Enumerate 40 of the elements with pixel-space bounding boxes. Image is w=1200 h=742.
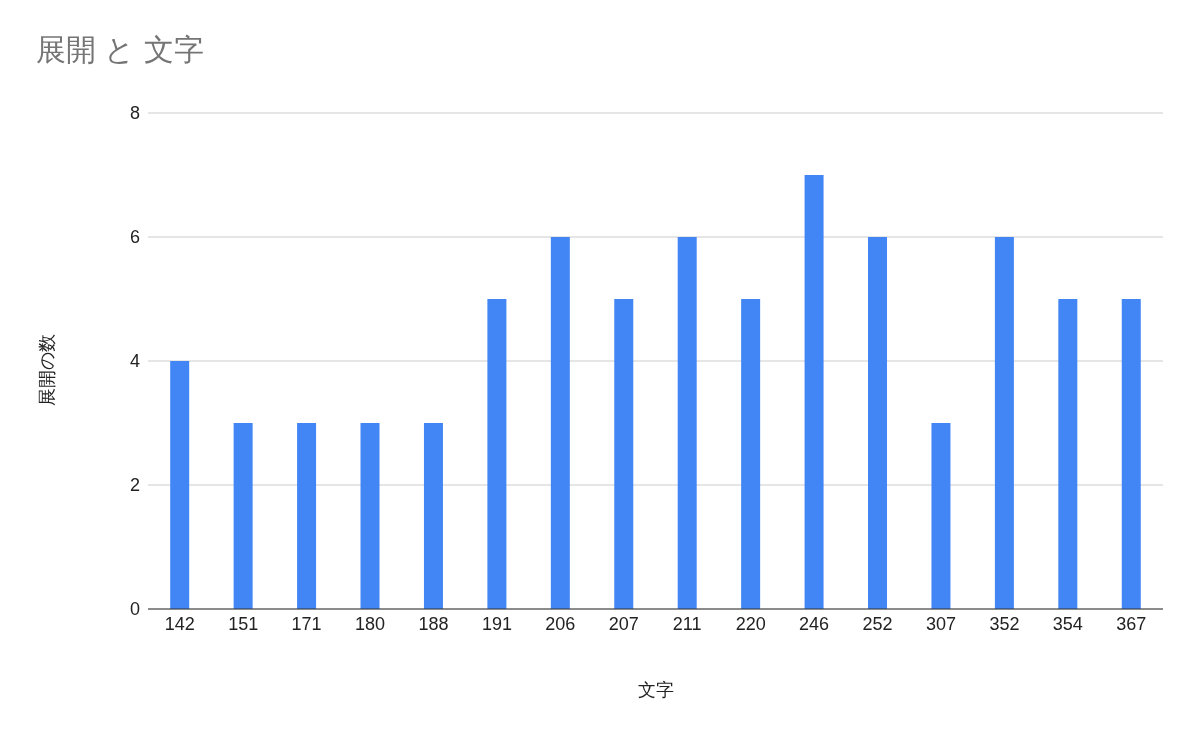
bar: [550, 237, 570, 609]
x-tick-label: 246: [799, 613, 830, 634]
x-tick-label: 354: [1052, 613, 1083, 634]
y-tick-label: 8: [129, 103, 140, 124]
x-tick-label: 171: [291, 613, 322, 634]
chart-title: 展開 と 文字: [36, 32, 204, 68]
bar: [741, 299, 761, 609]
x-axis-title: 文字: [638, 679, 674, 702]
bar: [994, 237, 1014, 609]
bar: [614, 299, 634, 609]
bar: [804, 175, 824, 609]
bar: [487, 299, 507, 609]
bar: [233, 423, 253, 609]
bar: [360, 423, 380, 609]
bar: [931, 423, 951, 609]
x-tick-label: 307: [925, 613, 956, 634]
x-tick-label: 206: [545, 613, 576, 634]
x-tick-label: 211: [672, 613, 702, 634]
x-tick-label: 151: [228, 613, 259, 634]
y-tick-label: 0: [129, 599, 140, 620]
x-tick-label: 188: [418, 613, 449, 634]
x-tick-label: 252: [862, 613, 893, 634]
x-tick-label: 142: [164, 613, 195, 634]
x-tick-label: 180: [355, 613, 386, 634]
bar: [423, 423, 443, 609]
x-tick-label: 220: [735, 613, 766, 634]
bar: [1121, 299, 1141, 609]
x-tick-label: 352: [989, 613, 1020, 634]
bar: [868, 237, 888, 609]
x-tick-label: 191: [481, 613, 512, 634]
bar: [170, 361, 190, 609]
y-tick-label: 4: [129, 351, 140, 372]
bar: [677, 237, 697, 609]
y-axis-title: 展開の数: [36, 334, 58, 406]
x-tick-label: 207: [608, 613, 639, 634]
bar: [297, 423, 317, 609]
y-tick-label: 6: [129, 227, 140, 248]
bar: [1058, 299, 1078, 609]
x-tick-label: 367: [1116, 613, 1147, 634]
y-tick-label: 2: [129, 475, 140, 496]
